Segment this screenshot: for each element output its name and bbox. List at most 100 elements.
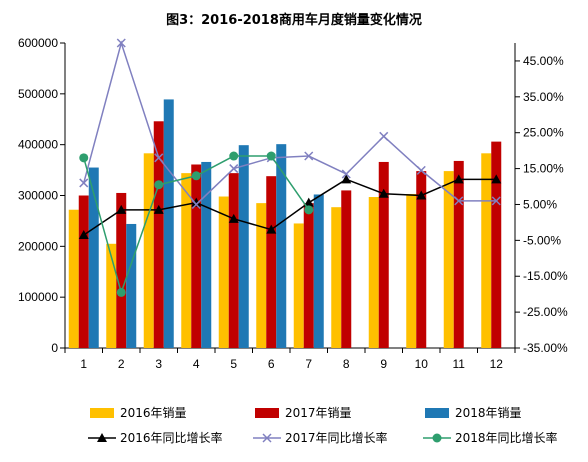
point-1-4 [191,197,202,207]
point-2-11 [454,196,464,206]
bar-1-8 [331,207,342,348]
bar-3-4 [201,161,212,348]
bar-2-10 [416,171,427,348]
line-series-2 [83,40,497,206]
point-3-3 [154,180,164,190]
marker-stroke [262,433,272,443]
x-tick-label: 11 [453,357,466,371]
legend-label-bar-1: 2016年销量 [120,406,187,420]
legend-marker-1 [97,433,107,442]
bar-2-3 [153,121,164,349]
x-tick-label: 3 [155,357,162,371]
bar-2-9 [378,161,389,348]
bar-1-1 [68,209,79,348]
point-1-2 [116,204,127,214]
legend-label-line-1: 2016年同比增长率 [120,430,223,445]
x-tick-label: 2 [118,357,125,371]
point-1-7 [303,197,314,207]
point-1-6 [266,224,277,234]
point-2-8 [341,169,351,179]
x-tick-label: 4 [193,357,200,371]
point-1-10 [416,190,427,200]
bar-1-6 [256,203,267,348]
point-3-4 [191,171,201,181]
point-2-3 [154,153,164,163]
x-tick-label: 8 [343,357,350,371]
y-left-tick-label: 200000 [18,239,58,253]
y-right-tick-label: -5.00% [523,233,561,247]
bar-2-8 [341,190,352,348]
x-tick-label: 10 [415,357,429,371]
bar-1-11 [443,171,454,348]
point-1-12 [491,174,502,184]
y-left-tick-label: 0 [51,341,58,355]
marker-stroke [379,131,389,141]
y-right-tick-label: -35.00% [523,341,568,355]
marker-stroke [416,165,426,175]
bar-3-1 [88,167,99,348]
bar-3-3 [163,99,174,348]
x-tick-label: 12 [490,357,504,371]
y-left-tick-label: 400000 [18,138,58,152]
point-1-1 [78,229,89,239]
bar-2-4 [191,164,202,348]
point-1-11 [453,174,464,184]
y-right-tick-label: 15.00% [523,162,564,176]
point-1-9 [378,188,389,198]
point-1-8 [341,174,352,184]
marker-stroke [304,151,314,161]
y-right-tick-label: -15.00% [523,269,568,283]
bar-3-2 [126,223,137,348]
bar-2-12 [491,141,502,348]
marker-stroke [116,38,126,48]
bar-1-10 [406,193,417,348]
marker-stroke [491,196,501,206]
bar-2-6 [266,176,277,348]
y-left-tick-label: 600000 [18,36,58,50]
point-3-6 [266,151,276,161]
point-2-4 [191,199,201,210]
bar-2-2 [116,192,127,348]
point-3-1 [79,153,89,163]
marker-stroke [154,153,164,163]
point-2-7 [304,151,314,161]
bar-1-4 [181,173,192,348]
x-tick-label: 9 [380,357,387,371]
y-right-tick-label: 45.00% [523,54,564,68]
point-3-7 [304,205,314,215]
legend-marker-3 [432,433,442,443]
chart-title: 图3：2016-2018商用车月度销量变化情况 [166,12,422,28]
x-tick-label: 1 [80,357,87,371]
chart-axes: 0 100000 200000 300000 400000 500000 600000 -35… [18,36,568,371]
legend-label-bar-3: 2018年销量 [455,406,522,420]
point-2-10 [416,165,426,175]
x-tick-label: 5 [230,357,237,371]
bar-1-9 [368,197,379,348]
legend-label-line-3: 2018年同比增长率 [455,430,558,445]
bar-1-5 [218,196,229,348]
y-right-tick-label: 25.00% [523,126,564,140]
x-tick-label: 6 [268,357,275,371]
point-1-5 [228,213,239,223]
legend-swatch-bar-2 [255,408,279,418]
point-1-3 [153,204,164,214]
point-3-2 [116,287,126,297]
y-left-tick-label: 500000 [18,87,58,101]
marker-stroke [341,169,351,179]
point-3-5 [229,151,239,161]
bar-1-3 [143,153,154,348]
y-left-tick-label: 100000 [18,290,58,304]
point-2-9 [379,131,389,141]
point-2-1 [79,178,89,188]
y-left-tick-label: 300000 [18,189,58,203]
bar-1-7 [293,223,304,348]
marker-stroke [79,178,89,188]
point-2-2 [116,38,126,48]
legend-label-line-2: 2017年同比增长率 [285,430,388,445]
legend-swatch-bar-3 [425,408,449,418]
y-right-tick-label: 35.00% [523,90,564,104]
bar-3-7 [313,194,324,348]
marker-stroke [454,196,464,206]
marker-stroke [229,164,239,174]
bar-3-5 [238,145,249,348]
